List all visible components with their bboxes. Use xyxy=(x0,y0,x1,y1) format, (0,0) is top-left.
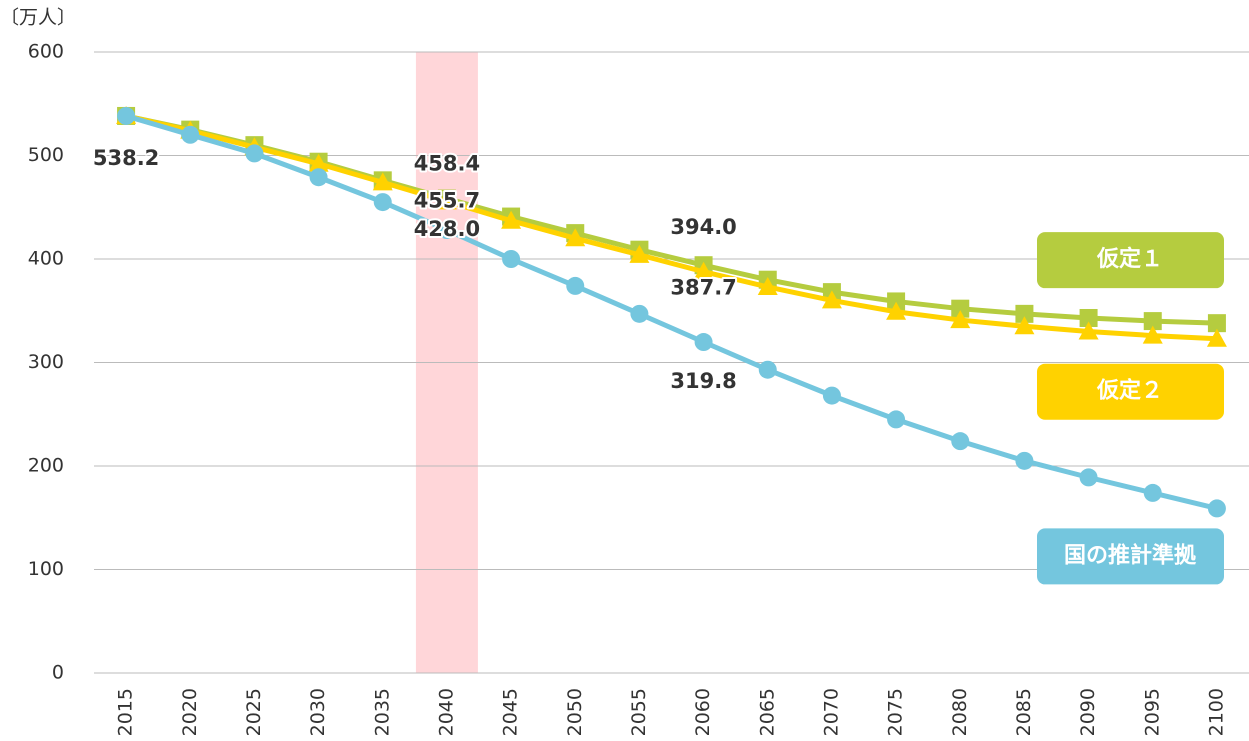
marker xyxy=(821,290,842,309)
marker xyxy=(1015,451,1034,470)
marker xyxy=(1078,321,1099,340)
legend-item: 国の推計準拠 xyxy=(1037,528,1224,585)
marker xyxy=(758,360,777,379)
marker xyxy=(502,250,521,268)
marker xyxy=(693,261,714,280)
marker xyxy=(373,193,392,212)
value-label: 458.4 xyxy=(414,152,480,176)
x-tick-label: 2050 xyxy=(564,688,586,736)
marker xyxy=(501,210,522,229)
x-tick-label: 2095 xyxy=(1141,688,1163,736)
marker xyxy=(1207,499,1226,518)
x-tick-label: 2035 xyxy=(371,688,393,736)
marker xyxy=(1079,468,1098,487)
legend-item: 仮定２ xyxy=(1037,363,1224,420)
marker xyxy=(1207,314,1226,333)
marker xyxy=(630,304,649,323)
marker xyxy=(886,301,907,320)
x-tick-label: 2015 xyxy=(115,688,137,736)
y-tick-label: 600 xyxy=(28,41,64,63)
value-label: 428.0 xyxy=(414,217,480,241)
x-tick-label: 2085 xyxy=(1013,688,1035,736)
legend-box xyxy=(1037,232,1224,289)
y-tick-label: 200 xyxy=(28,455,64,477)
marker xyxy=(1079,308,1098,327)
legend-label: 仮定２ xyxy=(1096,378,1163,404)
legend-label: 国の推計準拠 xyxy=(1064,542,1197,568)
marker xyxy=(372,172,393,191)
x-tick-label: 2075 xyxy=(885,688,907,736)
y-tick-label: 400 xyxy=(28,248,64,270)
y-tick-label: 0 xyxy=(52,662,64,684)
marker xyxy=(1142,325,1163,344)
value-label: 538.2 xyxy=(93,146,159,170)
marker xyxy=(887,410,906,429)
x-tick-label: 2080 xyxy=(949,688,971,736)
marker xyxy=(436,191,457,210)
x-tick-label: 2070 xyxy=(820,688,842,736)
series-line xyxy=(125,113,1218,511)
marker xyxy=(951,299,970,318)
marker xyxy=(1014,316,1035,335)
value-label: 394.0 xyxy=(670,215,736,239)
x-tick-label: 2060 xyxy=(692,688,714,736)
value-label: 455.7 xyxy=(414,188,480,212)
legend-box xyxy=(1037,528,1224,585)
value-label: 319.8 xyxy=(670,369,736,393)
marker xyxy=(822,386,841,405)
legend-item: 仮定１ xyxy=(1037,232,1224,289)
marker xyxy=(308,153,329,172)
marker xyxy=(694,333,713,352)
x-tick-label: 2030 xyxy=(307,688,329,736)
x-tick-label: 2040 xyxy=(435,688,457,736)
x-tick-label: 2025 xyxy=(243,688,265,736)
marker xyxy=(951,432,970,451)
x-tick-label: 2055 xyxy=(628,688,650,736)
x-tick-label: 2065 xyxy=(756,688,778,736)
y-tick-label: 300 xyxy=(28,351,64,373)
marker xyxy=(117,106,136,125)
marker xyxy=(1015,304,1034,323)
marker xyxy=(757,276,778,295)
marker xyxy=(1143,483,1162,502)
legend-box xyxy=(1037,363,1224,420)
marker xyxy=(181,125,200,144)
y-tick-label: 100 xyxy=(28,558,64,580)
marker xyxy=(245,144,264,163)
legend-label: 仮定１ xyxy=(1096,246,1163,272)
marker xyxy=(1143,312,1162,331)
marker xyxy=(887,292,906,311)
marker xyxy=(629,244,650,263)
x-tick-label: 2100 xyxy=(1205,688,1227,736)
marker xyxy=(565,228,586,247)
marker xyxy=(950,310,971,329)
x-tick-label: 2045 xyxy=(500,688,522,736)
marker xyxy=(566,276,585,295)
series-line xyxy=(125,113,1218,342)
value-label: 387.7 xyxy=(670,276,736,300)
x-tick-label: 2090 xyxy=(1077,688,1099,736)
marker xyxy=(309,168,328,187)
marker xyxy=(437,221,456,240)
x-tick-label: 2020 xyxy=(179,688,201,736)
y-tick-label: 500 xyxy=(28,144,64,166)
marker xyxy=(1206,328,1227,347)
y-axis-label: 〔万人〕 xyxy=(0,7,76,29)
